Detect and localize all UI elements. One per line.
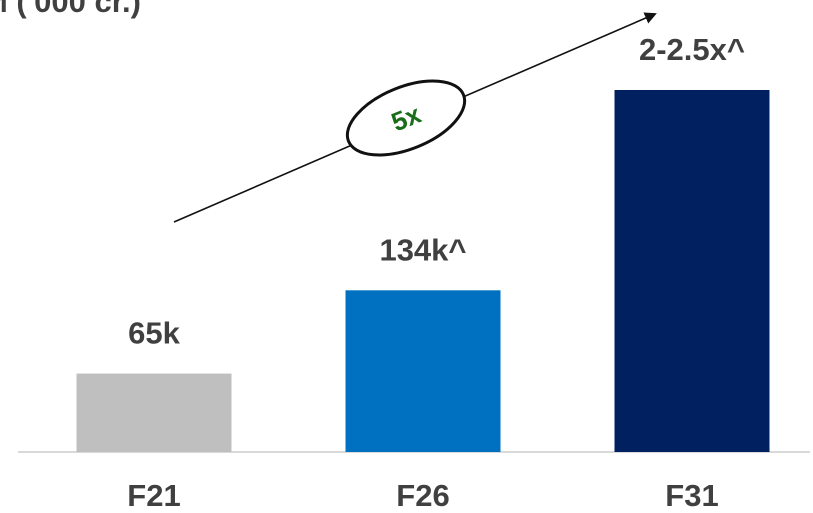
value-label-f31: 2-2.5x^ — [639, 32, 745, 67]
value-label-f21: 65k — [128, 316, 180, 351]
category-label-f21: F21 — [127, 478, 180, 513]
bar-f21 — [76, 373, 232, 452]
category-label-f31: F31 — [665, 478, 718, 513]
category-label-f26: F26 — [396, 478, 449, 513]
growth-callout: 5x — [345, 79, 467, 157]
chart-title: M ('000 cr.) — [0, 0, 141, 19]
bar-f26 — [345, 290, 501, 452]
growth-callout-ellipse — [345, 79, 467, 157]
bar-f31 — [614, 90, 770, 452]
value-label-f26: 134k^ — [379, 232, 466, 267]
